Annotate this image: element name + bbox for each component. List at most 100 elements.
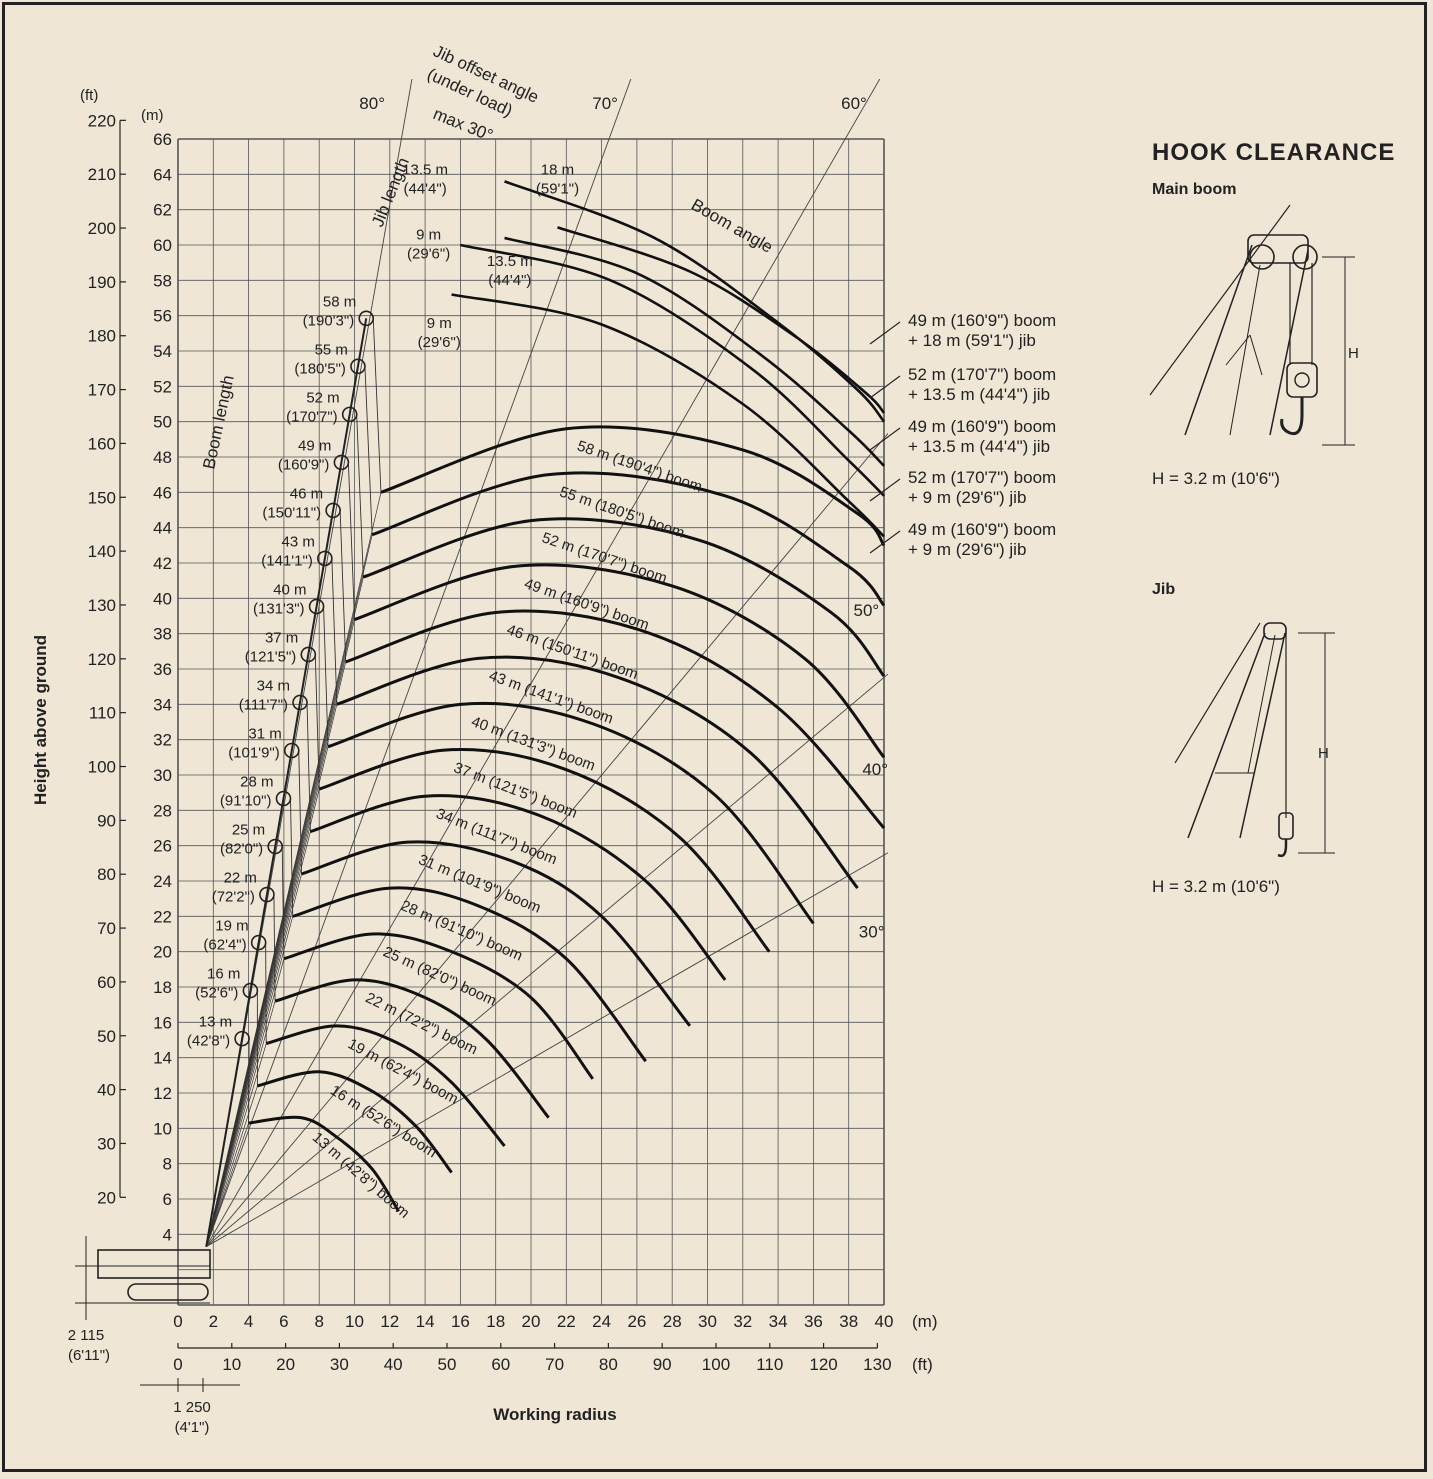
boom-tip-sheave bbox=[259, 886, 275, 903]
boom-length-ft-label: (131'3") bbox=[253, 600, 305, 617]
jib-legend-line-2: + 9 m (29'6") jib bbox=[908, 488, 1026, 507]
x-tick-m: 8 bbox=[314, 1312, 323, 1331]
main-boom-h-letter: H bbox=[1348, 345, 1359, 362]
radial-line bbox=[205, 1043, 267, 1247]
boom-angle-label: 40° bbox=[862, 760, 888, 779]
boom-curve bbox=[283, 932, 594, 1080]
boom-tip-sheave bbox=[267, 838, 284, 855]
y-tick-m: 46 bbox=[153, 483, 172, 502]
jib-tip-ft-label: (29'6") bbox=[418, 334, 461, 351]
x-tick-ft: 100 bbox=[702, 1355, 730, 1374]
boom-length-ft-label: (150'11") bbox=[262, 504, 321, 521]
jib-legend-line-2: + 18 m (59'1") jib bbox=[908, 331, 1036, 350]
jib-legend-leader bbox=[869, 530, 901, 554]
x-tick-m: 34 bbox=[769, 1312, 788, 1331]
x-tick-ft: 70 bbox=[545, 1355, 564, 1374]
y-tick-ft: 220 bbox=[88, 111, 116, 130]
y-tick-m: 52 bbox=[153, 377, 172, 396]
crane-base-sketch bbox=[75, 1236, 240, 1392]
jib-label: Jib bbox=[1152, 581, 1176, 598]
y-tick-m: 36 bbox=[153, 660, 172, 679]
x-tick-ft: 20 bbox=[276, 1355, 295, 1374]
boom-curve bbox=[248, 1115, 400, 1213]
boom-curve bbox=[345, 609, 886, 829]
y-tick-m: 44 bbox=[153, 519, 172, 538]
dim-offset-m: 1 250 bbox=[173, 1399, 211, 1416]
boom-curve bbox=[318, 748, 771, 953]
y-tick-m: 4 bbox=[163, 1225, 172, 1244]
jib-tip-m-label: 13.5 m bbox=[487, 253, 533, 270]
boom-length-ft-label: (52'6") bbox=[195, 985, 238, 1002]
jib-legend-leader bbox=[869, 427, 901, 451]
boom-curve-label: 58 m (190'4") boom bbox=[575, 437, 704, 495]
tip-leader-line bbox=[331, 558, 338, 705]
y-tick-m: 54 bbox=[153, 342, 172, 361]
y-tick-m: 6 bbox=[163, 1190, 172, 1209]
radial-line bbox=[205, 1085, 258, 1247]
boom-radial-lines bbox=[205, 318, 382, 1247]
boom-angle-label: Boom angle bbox=[688, 195, 776, 257]
jib-hook-diagram: H bbox=[1174, 622, 1335, 858]
boom-length-m-label: 40 m bbox=[273, 581, 306, 598]
boom-length-ft-label: (180'5") bbox=[294, 360, 346, 377]
boom-length-label: Boom length bbox=[199, 374, 237, 471]
y-tick-ft: 90 bbox=[97, 811, 116, 830]
jib-legend-line-1: 52 m (170'7") boom bbox=[908, 468, 1056, 487]
x-tick-ft: 120 bbox=[809, 1355, 837, 1374]
jib-tip-ft-label: (29'6") bbox=[407, 246, 450, 263]
boom-curve bbox=[301, 840, 692, 1027]
boom-length-m-label: 25 m bbox=[232, 822, 265, 839]
boom-length-ft-label: (190'3") bbox=[303, 312, 355, 329]
grid bbox=[177, 138, 885, 1306]
radial-line bbox=[205, 958, 285, 1247]
x-axis-title: Working radius bbox=[493, 1405, 616, 1424]
y-tick-m: 30 bbox=[153, 766, 172, 785]
boom-curve-label: 13 m (42'8") boom bbox=[309, 1129, 413, 1222]
x-unit-ft: (ft) bbox=[912, 1355, 933, 1374]
boom-tip-sheave bbox=[250, 934, 267, 951]
boom-curve bbox=[257, 1070, 453, 1174]
boom-angle-label: 80° bbox=[359, 94, 385, 113]
boom-tip-sheave bbox=[358, 310, 375, 327]
radial-line bbox=[205, 492, 382, 1247]
y-tick-m: 60 bbox=[153, 236, 172, 255]
boom-length-ft-label: (121'5") bbox=[245, 648, 297, 665]
boom-labels: 13 m (42'8") 13 m (42'8") boom 16 m (52'6") 1… bbox=[187, 161, 704, 1222]
y-tick-ft: 30 bbox=[97, 1134, 116, 1153]
boom-tip-sheave bbox=[275, 790, 292, 807]
y-tick-m: 18 bbox=[153, 978, 172, 997]
y-tick-m: 62 bbox=[153, 201, 172, 220]
x-tick-m: 38 bbox=[839, 1312, 858, 1331]
x-tick-ft: 110 bbox=[756, 1355, 783, 1374]
x-tick-m: 0 bbox=[173, 1312, 182, 1331]
boom-curve-label: 46 m (150'11") boom bbox=[504, 621, 640, 683]
y-tick-m: 58 bbox=[153, 271, 172, 290]
x-tick-ft: 80 bbox=[599, 1355, 618, 1374]
y-axis-title: Height above ground bbox=[31, 635, 50, 805]
boom-lattice-line bbox=[205, 318, 368, 1247]
jib-tip-ft-label: (44'4") bbox=[488, 272, 531, 289]
boom-curve-label: 49 m (160'9") boom bbox=[522, 575, 651, 634]
y-tick-m: 38 bbox=[153, 625, 172, 644]
boom-angle-line bbox=[206, 852, 888, 1248]
y-tick-m: 10 bbox=[153, 1119, 172, 1138]
jib-tip-m-label: 9 m bbox=[427, 315, 452, 332]
x-tick-ft: 90 bbox=[653, 1355, 672, 1374]
y-tick-m: 66 bbox=[153, 130, 172, 149]
radial-line bbox=[205, 1001, 276, 1247]
y-tick-m: 16 bbox=[153, 1013, 172, 1032]
x-tick-m: 26 bbox=[627, 1312, 646, 1331]
boom-length-ft-label: (111'7") bbox=[239, 696, 288, 713]
x-tick-m: 18 bbox=[486, 1312, 505, 1331]
boom-tip-sheave bbox=[292, 694, 308, 711]
boom-angle-line bbox=[205, 432, 888, 1247]
boom-length-ft-label: (82'0") bbox=[220, 841, 263, 858]
x-unit-m: (m) bbox=[912, 1312, 937, 1331]
x-tick-ft: 50 bbox=[438, 1355, 457, 1374]
boom-tip-sheave bbox=[234, 1030, 250, 1047]
boom-curve bbox=[274, 978, 550, 1119]
jib-legend-line-2: + 13.5 m (44'4") jib bbox=[908, 385, 1050, 404]
boom-length-ft-label: (141'1") bbox=[261, 552, 313, 569]
y-tick-ft: 180 bbox=[88, 327, 116, 346]
